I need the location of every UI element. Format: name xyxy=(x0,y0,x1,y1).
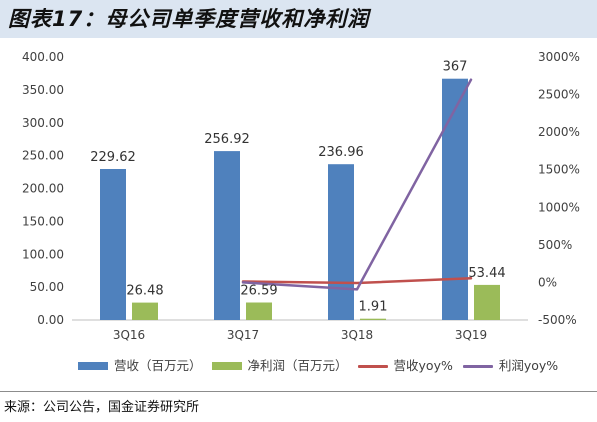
legend-item-revenue: 营收（百万元） xyxy=(78,357,202,375)
x-tick-label-3q19: 3Q19 xyxy=(455,328,487,342)
x-tick-label-3q18: 3Q18 xyxy=(341,328,373,342)
footer-divider xyxy=(0,391,597,392)
net-profit-bar-3q16 xyxy=(132,302,158,320)
legend: 营收（百万元） 净利润（百万元） 营收yoy% 利润yoy% xyxy=(78,357,558,375)
y-right-axis: -500% 0% 500% 1000% 1500% 2000% 2500% 3000% xyxy=(538,50,580,327)
x-axis: 3Q16 3Q17 3Q18 3Q19 xyxy=(72,319,528,342)
y-left-axis: 0.00 50.00 100.00 150.00 200.00 250.00 300.00 3… xyxy=(22,50,64,327)
legend-swatch-revenue xyxy=(78,362,108,370)
net-profit-bar-3q19 xyxy=(474,284,500,320)
legend-swatch-profit-yoy xyxy=(462,364,493,368)
y-right-tick-label: 500% xyxy=(538,238,572,252)
title-bar: 图表17：母公司单季度营收和净利润 xyxy=(0,0,597,38)
y-left-tick-label: 50.00 xyxy=(30,280,64,294)
net-profit-data-label-3q19: 53.44 xyxy=(468,266,505,281)
net-profit-data-label-3q18: 1.91 xyxy=(359,300,388,315)
y-left-tick-label: 350.00 xyxy=(22,83,64,97)
legend-label-net-profit: 净利润（百万元） xyxy=(247,358,348,373)
y-left-tick-label: 250.00 xyxy=(22,149,64,163)
y-left-tick-label: 150.00 xyxy=(22,214,64,228)
revenue-bar-3q19 xyxy=(442,78,468,320)
x-tick-label-3q16: 3Q16 xyxy=(113,328,145,342)
net-profit-data-label-3q17: 26.59 xyxy=(240,284,277,299)
x-tick-label-3q17: 3Q17 xyxy=(227,328,259,342)
legend-item-revenue-yoy: 营收yoy% xyxy=(357,357,453,375)
revenue-bar-3q17 xyxy=(214,151,240,320)
source-note: 来源：公司公告，国金证券研究所 xyxy=(4,400,200,415)
y-left-tick-label: 200.00 xyxy=(22,182,64,196)
y-right-tick-label: 2500% xyxy=(538,88,580,102)
legend-label-revenue: 营收（百万元） xyxy=(114,358,202,373)
revenue-data-label-3q19: 367 xyxy=(443,60,468,75)
chart-title: 图表17：母公司单季度营收和净利润 xyxy=(8,7,370,31)
revenue-yoy-line xyxy=(241,277,473,285)
legend-label-revenue-yoy: 营收yoy% xyxy=(393,358,453,373)
profit-yoy-line xyxy=(241,78,473,291)
net-profit-bar-3q17 xyxy=(246,302,272,320)
y-right-tick-label: -500% xyxy=(538,313,577,327)
data-labels: 229.62 256.92 236.96 367 26.48 26.59 1.91 53.44 xyxy=(90,60,505,315)
net-profit-bar-3q18 xyxy=(360,318,386,320)
y-left-tick-label: 0.00 xyxy=(37,313,64,327)
y-right-tick-label: 0% xyxy=(538,275,557,289)
line-series xyxy=(241,78,473,291)
revenue-bar-3q18 xyxy=(328,164,354,320)
net-profit-data-label-3q16: 26.48 xyxy=(126,284,163,299)
y-right-tick-label: 2000% xyxy=(538,125,580,139)
y-right-tick-label: 1500% xyxy=(538,163,580,177)
legend-label-profit-yoy: 利润yoy% xyxy=(498,358,559,373)
legend-item-net-profit: 净利润（百万元） xyxy=(211,357,348,375)
legend-swatch-revenue-yoy xyxy=(357,364,388,368)
y-left-tick-label: 400.00 xyxy=(22,50,64,64)
y-right-tick-label: 3000% xyxy=(538,50,580,64)
legend-item-profit-yoy: 利润yoy% xyxy=(462,357,559,375)
revenue-data-label-3q16: 229.62 xyxy=(90,150,136,165)
y-right-tick-label: 1000% xyxy=(538,200,580,214)
legend-swatch-net-profit xyxy=(211,362,242,370)
y-left-tick-label: 100.00 xyxy=(22,247,64,261)
y-left-tick-label: 300.00 xyxy=(22,116,64,130)
revenue-bar-3q16 xyxy=(100,169,126,320)
revenue-data-label-3q18: 236.96 xyxy=(318,145,364,160)
revenue-data-label-3q17: 256.92 xyxy=(204,132,250,147)
